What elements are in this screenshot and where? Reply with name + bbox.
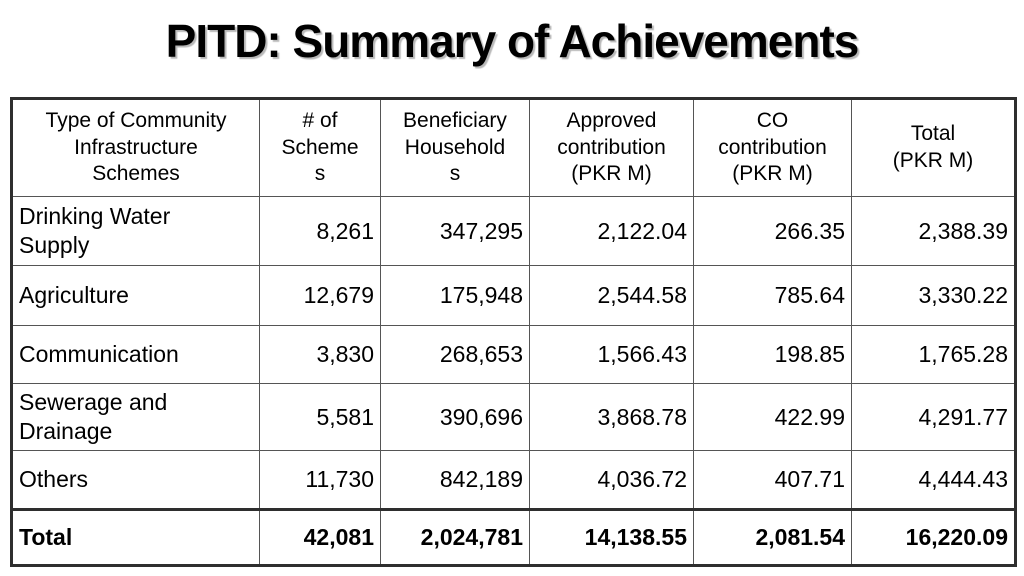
total-value: 3,330.22 <box>851 265 1016 326</box>
approved-contribution-value: 1,566.43 <box>529 325 694 384</box>
total-value: 1,765.28 <box>851 325 1016 384</box>
schemes-value: 12,679 <box>259 265 381 326</box>
column-header-total: Total (PKR M) <box>851 98 1016 197</box>
column-header-schemes: # of Scheme s <box>259 98 381 197</box>
households-value: 390,696 <box>380 383 530 451</box>
table-row: Sewerage and Drainage 5,581 390,696 3,86… <box>11 383 1016 451</box>
row-label: Agriculture <box>11 265 260 326</box>
co-contribution-value: 266.35 <box>693 196 852 266</box>
households-value: 842,189 <box>380 450 530 510</box>
schemes-value: 5,581 <box>259 383 381 451</box>
row-label: Communication <box>11 325 260 384</box>
column-header-type: Type of Community Infrastructure Schemes <box>11 98 260 197</box>
total-approved-contribution-value: 14,138.55 <box>529 508 694 566</box>
total-households-value: 2,024,781 <box>380 508 530 566</box>
table-row: Agriculture 12,679 175,948 2,544.58 785.… <box>11 265 1016 326</box>
total-value: 2,388.39 <box>851 196 1016 266</box>
approved-contribution-value: 4,036.72 <box>529 450 694 510</box>
approved-contribution-value: 2,122.04 <box>529 196 694 266</box>
table-row: Drinking Water Supply 8,261 347,295 2,12… <box>11 196 1016 266</box>
column-header-co-contribution: CO contribution (PKR M) <box>693 98 852 197</box>
row-label: Drinking Water Supply <box>11 196 260 266</box>
table-row: Communication 3,830 268,653 1,566.43 198… <box>11 325 1016 384</box>
total-value: 4,444.43 <box>851 450 1016 510</box>
row-label: Others <box>11 450 260 510</box>
column-header-approved-contribution: Approved contribution (PKR M) <box>529 98 694 197</box>
total-row-label: Total <box>11 508 260 566</box>
households-value: 175,948 <box>380 265 530 326</box>
achievements-table: Type of Community Infrastructure Schemes… <box>10 97 1017 567</box>
co-contribution-value: 785.64 <box>693 265 852 326</box>
page-title: PITD: Summary of Achievements <box>165 15 860 67</box>
co-contribution-value: 422.99 <box>693 383 852 451</box>
co-contribution-value: 198.85 <box>693 325 852 384</box>
total-co-contribution-value: 2,081.54 <box>693 508 852 566</box>
total-schemes-value: 42,081 <box>259 508 381 566</box>
total-total-value: 16,220.09 <box>851 508 1016 566</box>
column-header-households: Beneficiary Household s <box>380 98 530 197</box>
table-row: Others 11,730 842,189 4,036.72 407.71 4,… <box>11 450 1016 510</box>
total-value: 4,291.77 <box>851 383 1016 451</box>
approved-contribution-value: 3,868.78 <box>529 383 694 451</box>
schemes-value: 3,830 <box>259 325 381 384</box>
households-value: 268,653 <box>380 325 530 384</box>
schemes-value: 11,730 <box>259 450 381 510</box>
co-contribution-value: 407.71 <box>693 450 852 510</box>
households-value: 347,295 <box>380 196 530 266</box>
table-total-row: Total 42,081 2,024,781 14,138.55 2,081.5… <box>11 508 1016 566</box>
table-header-row: Type of Community Infrastructure Schemes… <box>11 98 1016 197</box>
row-label: Sewerage and Drainage <box>11 383 260 451</box>
schemes-value: 8,261 <box>259 196 381 266</box>
approved-contribution-value: 2,544.58 <box>529 265 694 326</box>
